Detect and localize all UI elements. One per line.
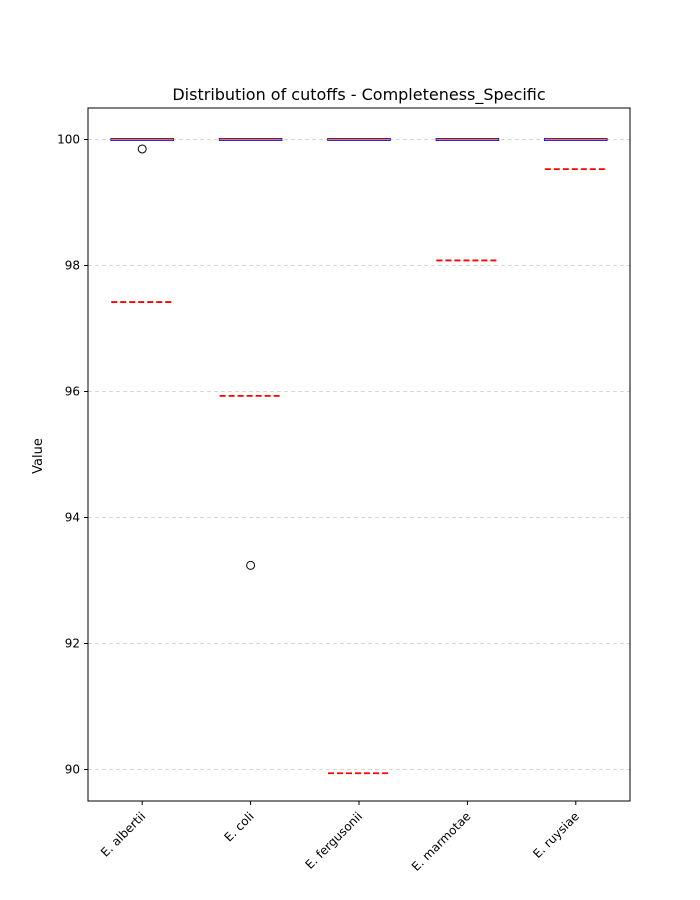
plot-area-frame (87, 107, 631, 802)
x-tick-label: E. coli (221, 809, 256, 844)
x-tick-label: E. fergusonii (302, 809, 365, 872)
outlier-point (246, 560, 256, 570)
y-axis-ticks: 90 92 94 96 98 100 (57, 133, 88, 777)
box-group (218, 138, 283, 570)
x-tick-label: E. ruysiae (530, 809, 582, 861)
x-tick-label: E. marmotae (409, 809, 474, 874)
y-tick-label: 96 (65, 385, 80, 399)
box-group (110, 138, 174, 303)
y-axis-label: Value (31, 438, 46, 474)
box-group (327, 138, 391, 775)
y-tick-label: 92 (65, 637, 80, 651)
outlier-point (137, 144, 147, 154)
y-tick-label: 100 (57, 133, 80, 147)
y-tick-label: 98 (65, 259, 80, 273)
box-series (110, 138, 608, 775)
grid-lines (88, 139, 630, 770)
chart-title: Distribution of cutoffs - Completeness_S… (172, 85, 545, 105)
x-tick-label: E. albertii (98, 809, 148, 859)
y-tick-label: 90 (65, 763, 80, 777)
box-group (435, 138, 500, 262)
y-tick-label: 94 (65, 511, 80, 525)
x-axis-ticks: E. albertii E. coli E. fergusonii E. marmot… (98, 801, 582, 874)
box-group (544, 138, 608, 171)
